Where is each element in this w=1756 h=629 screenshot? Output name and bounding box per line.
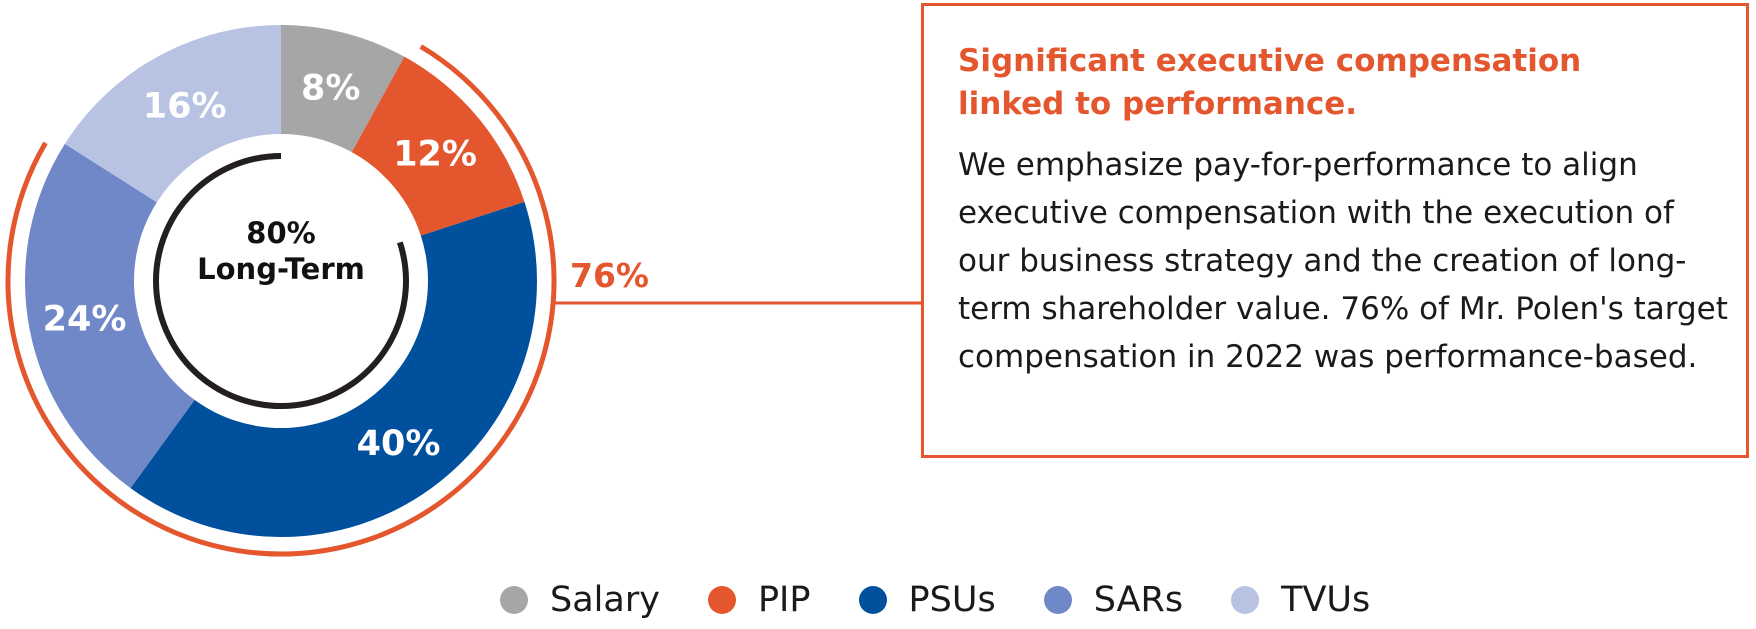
slice-label-sars: 24% (43, 299, 127, 339)
legend-label-psus: PSUs (908, 580, 996, 620)
callout-box: Significant executive compensation linke… (921, 3, 1749, 458)
legend: Salary PIP PSUs SARs TVUs (500, 580, 1418, 620)
slice-label-tvus: 16% (143, 87, 227, 127)
center-label: Long-Term (197, 252, 365, 286)
legend-item-salary: Salary (500, 580, 660, 620)
legend-label-tvus: TVUs (1281, 580, 1371, 620)
donut-chart: 8% 12% 40% 24% 16% 80%Long-Term 76% (5, 25, 930, 557)
legend-dot-tvus (1231, 586, 1260, 614)
performance-bracket-arc (5, 44, 557, 557)
callout-title: Significant executive compensation linke… (958, 43, 1582, 122)
performance-percent-label: 76% (570, 256, 649, 295)
legend-item-sars: SARs (1043, 580, 1184, 620)
slice-tvus (64, 25, 281, 203)
legend-dot-salary (500, 586, 528, 614)
legend-label-pip: PIP (757, 580, 811, 620)
legend-item-pip: PIP (707, 580, 811, 620)
long-term-arc (153, 153, 409, 409)
legend-item-tvus: TVUs (1231, 580, 1370, 620)
legend-label-sars: SARs (1093, 580, 1184, 620)
slice-salary (281, 25, 405, 153)
center-percent: 80% (246, 216, 315, 250)
slice-psus (130, 201, 537, 537)
legend-label-salary: Salary (550, 580, 660, 620)
callout-body: We emphasize pay-for-performance to alig… (958, 147, 1728, 375)
legend-dot-sars (1043, 586, 1072, 614)
legend-dot-pip (707, 586, 736, 614)
legend-dot-psus (858, 586, 887, 614)
slice-label-salary: 8% (301, 68, 360, 108)
slice-pip (351, 56, 525, 236)
slice-sars (24, 143, 195, 489)
slice-label-psus: 40% (357, 424, 441, 464)
legend-item-psus: PSUs (858, 580, 996, 620)
slice-label-pip: 12% (393, 135, 477, 175)
